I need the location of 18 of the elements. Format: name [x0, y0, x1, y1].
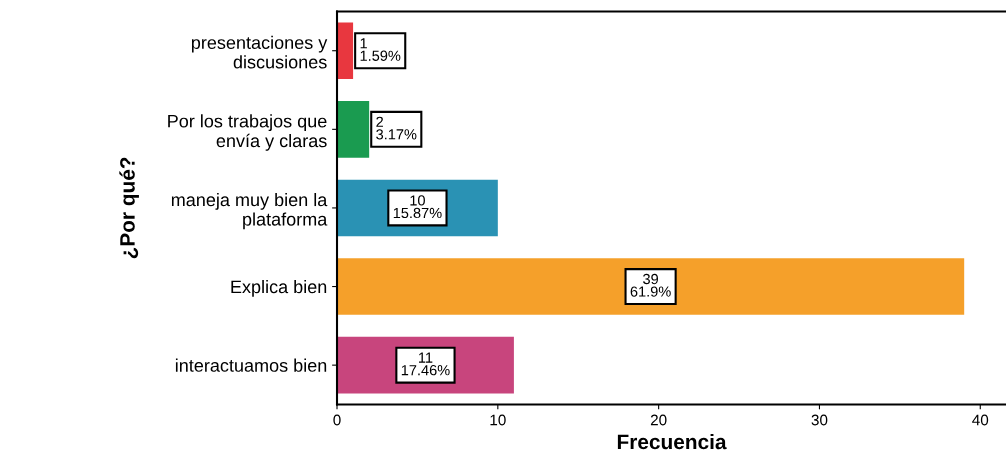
- x-tick-label: 10: [490, 414, 506, 426]
- data-label: 39 61.9%: [630, 273, 671, 297]
- data-label: 11 17.46%: [401, 352, 450, 376]
- x-tick-label: 20: [650, 414, 667, 426]
- y-tick-label: presentaciones y discusiones: [191, 35, 328, 69]
- x-axis-title: Frecuencia: [617, 433, 727, 450]
- bar: [337, 258, 965, 315]
- y-tick-label: maneja muy bien la plataforma: [171, 192, 328, 230]
- y-tick-label: interactuamos bien: [175, 358, 327, 372]
- data-label: 10 15.87%: [393, 195, 442, 219]
- x-tick-label: 30: [811, 414, 828, 426]
- data-label: 2 3.17%: [376, 116, 417, 140]
- y-axis-title: ¿Por qué?: [119, 157, 139, 259]
- y-tick-label: Explica bien: [231, 280, 327, 297]
- data-label: 1 1.59%: [360, 38, 401, 61]
- x-tick-label: 40: [972, 414, 989, 426]
- y-tick-label: Por los trabajos que envía y claras: [168, 114, 327, 151]
- x-tick-label: 0: [333, 414, 341, 426]
